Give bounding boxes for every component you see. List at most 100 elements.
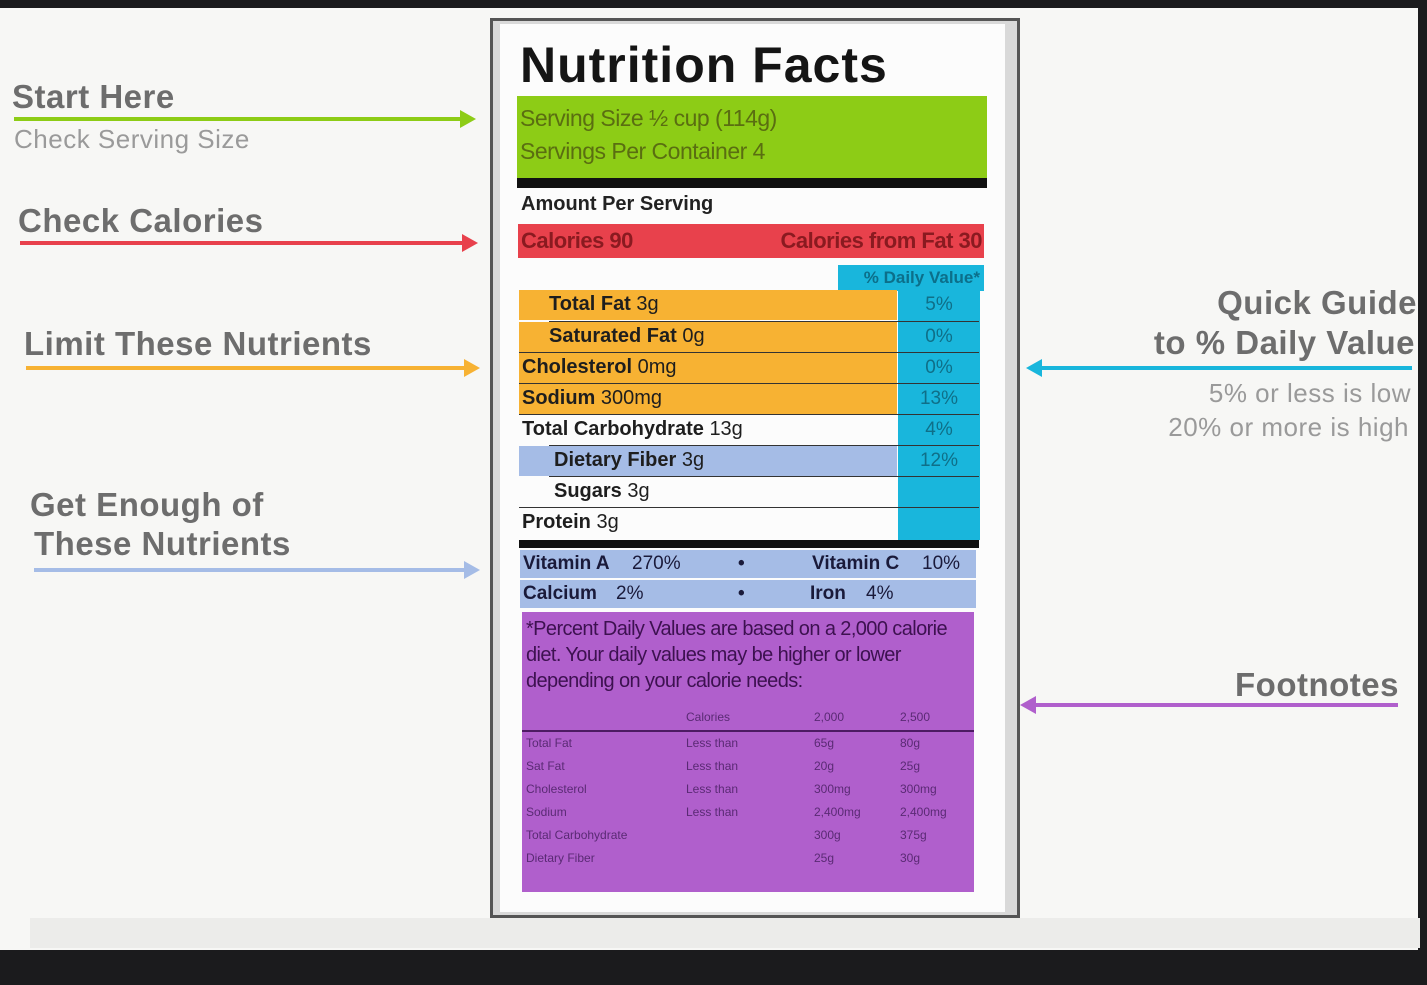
- footnote-table-cell: Dietary Fiber: [526, 851, 595, 865]
- row-divider: [519, 414, 979, 415]
- row-divider: [549, 321, 979, 322]
- vitamin-c-label: Vitamin C: [812, 553, 900, 574]
- nutrient-name: Sodium: [522, 387, 596, 409]
- footnote-table-cell: 2,400mg: [900, 805, 947, 819]
- nutrient-name: Dietary Fiber: [554, 449, 677, 471]
- nutrient-text: Saturated Fat 0g: [549, 325, 705, 348]
- row-divider: [549, 476, 979, 477]
- nutrient-row: Dietary Fiber 3g: [519, 446, 897, 476]
- nutrient-name: Cholesterol: [522, 356, 633, 378]
- vitamin-a-label: Vitamin A: [523, 553, 610, 574]
- vitamin-row-1: Vitamin A 270% • Vitamin C 10%: [520, 550, 976, 578]
- check-calories-heading: Check Calories: [18, 202, 264, 239]
- limit-nutrients-heading: Limit These Nutrients: [24, 325, 372, 362]
- screen-bottom-edge: [30, 918, 1420, 948]
- footnote-table-cell: Sat Fat: [526, 759, 565, 773]
- nutrient-text: Sodium 300mg: [522, 387, 662, 410]
- nutrient-daily-value: [898, 508, 980, 538]
- nutrient-amount: 3g: [627, 480, 650, 502]
- get-enough-heading-line2: These Nutrients: [34, 525, 291, 562]
- nutrient-daily-value: 4%: [925, 419, 953, 440]
- footnote-table-cell: Less than: [686, 759, 739, 773]
- nutrient-text: Total Fat 3g: [549, 293, 659, 316]
- check-serving-size-text: Check Serving Size: [14, 124, 250, 154]
- footnote-table-cell: 25g: [900, 759, 921, 773]
- calories-from-fat: Calories from Fat 30: [780, 228, 982, 253]
- bullet: •: [738, 583, 745, 604]
- get-enough-arrow: [34, 561, 480, 579]
- footnote-table-cell: Less than: [686, 805, 739, 819]
- nutrition-facts-title: Nutrition Facts: [520, 37, 888, 93]
- footnote-table-cell: Less than: [686, 782, 739, 796]
- footnote-table-cell: 2,400mg: [814, 805, 861, 819]
- footnotes-arrow: [1020, 696, 1398, 714]
- nutrient-text: Total Carbohydrate 13g: [522, 418, 743, 441]
- daily-value-header: % Daily Value*: [838, 265, 984, 291]
- get-enough-heading-line1: Get Enough of: [30, 486, 264, 523]
- footnote-table-divider: [522, 730, 974, 732]
- nutrient-name: Sugars: [554, 480, 622, 502]
- serving-size: Serving Size ½ cup (114g): [520, 105, 777, 131]
- footnote-table-cell: Total Carbohydrate: [526, 828, 628, 842]
- footnote-table-cell: 375g: [900, 828, 927, 842]
- footnote-table-cell: 20g: [814, 759, 835, 773]
- nutrient-text: Protein 3g: [522, 511, 619, 534]
- vitamin-row-2: Calcium 2% • Iron 4%: [520, 580, 976, 608]
- serving-info-block: Serving Size ½ cup (114g) Servings Per C…: [517, 96, 987, 178]
- footnote-table-cell: 80g: [900, 736, 921, 750]
- nutrient-name: Protein: [522, 511, 591, 533]
- calories-row: Calories 90 Calories from Fat 30: [518, 224, 984, 258]
- row-divider: [519, 352, 979, 353]
- start-here-heading: Start Here: [12, 78, 175, 115]
- nutrient-daily-value: 5%: [925, 294, 953, 315]
- footnote-table-cell: 25g: [814, 851, 835, 865]
- footnote-table-cell: Less than: [686, 736, 739, 750]
- nutrient-daily-value: 0%: [925, 357, 953, 378]
- footnote-table-header: 2,500: [900, 710, 931, 724]
- vitamin-a-value: 270%: [632, 553, 681, 574]
- footnotes-heading: Footnotes: [1235, 666, 1399, 703]
- bullet: •: [738, 553, 745, 574]
- nutrient-row: Protein 3g: [519, 508, 897, 538]
- nutrient-amount: 3g: [596, 511, 619, 533]
- calories-value: Calories 90: [521, 228, 633, 253]
- footnote-table-cell: Total Fat: [526, 736, 573, 750]
- nutrient-amount: 0g: [682, 325, 705, 347]
- daily-value-header-text: % Daily Value*: [863, 268, 980, 287]
- nutrient-name: Saturated Fat: [549, 325, 677, 347]
- footnote-table-cell: 300g: [814, 828, 841, 842]
- quick-guide-heading-line2: to % Daily Value: [1153, 324, 1415, 361]
- nutrient-amount: 3g: [636, 293, 659, 315]
- quick-guide-heading-line1: Quick Guide: [1217, 284, 1417, 321]
- check-calories-arrow: [20, 234, 478, 252]
- footnote-table-cell: Sodium: [526, 805, 567, 819]
- footnote-table-cell: Cholesterol: [526, 782, 587, 796]
- thick-divider: [517, 178, 987, 188]
- limit-nutrients-arrow: [26, 359, 480, 377]
- quick-guide-arrow: [1026, 359, 1412, 377]
- calcium-label: Calcium: [523, 583, 597, 604]
- footnote-table-cell: 30g: [900, 851, 921, 865]
- five-percent-low-text: 5% or less is low: [1208, 378, 1411, 408]
- nutrient-text: Cholesterol 0mg: [522, 356, 677, 379]
- row-divider: [519, 507, 979, 508]
- nutrient-row: Cholesterol 0mg: [519, 353, 897, 383]
- nutrient-daily-value: 13%: [919, 388, 959, 409]
- nutrient-text: Dietary Fiber 3g: [554, 449, 704, 472]
- amount-per-serving: Amount Per Serving: [521, 193, 714, 215]
- nutrient-amount: 13g: [709, 418, 743, 440]
- footnote-table-cell: 65g: [814, 736, 835, 750]
- nutrient-daily-value: 0%: [925, 326, 953, 347]
- footnote-table-header: 2,000: [814, 710, 845, 724]
- nutrient-daily-value: [898, 477, 980, 507]
- nutrient-daily-value: 12%: [919, 450, 959, 471]
- footnote-table-cell: 300mg: [900, 782, 937, 796]
- nutrient-row: Total Carbohydrate 13g: [519, 415, 897, 445]
- start-here-arrow: [14, 110, 476, 128]
- nutrient-name: Total Fat: [549, 293, 631, 315]
- footnote-text: *Percent Daily Values are based on a 2,0…: [526, 618, 948, 692]
- nutrient-row: Total Fat 3g: [519, 290, 897, 320]
- calcium-value: 2%: [616, 583, 644, 604]
- nutrient-amount: 3g: [681, 449, 705, 471]
- row-divider: [549, 445, 979, 446]
